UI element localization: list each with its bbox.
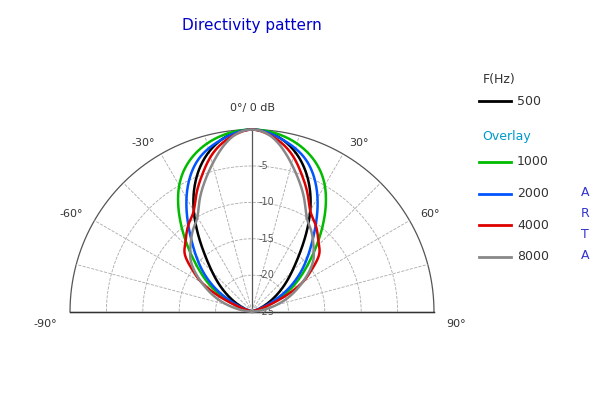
Text: -90°: -90° [34,319,57,329]
Text: 1000: 1000 [517,156,549,168]
Text: -25: -25 [259,306,274,316]
Text: 8000: 8000 [517,250,549,264]
Text: Directivity pattern: Directivity pattern [182,18,322,33]
Text: -5: -5 [259,161,268,171]
Text: 500: 500 [517,95,541,108]
Text: -20: -20 [259,270,274,280]
Text: 30°: 30° [349,138,369,148]
Text: -30°: -30° [131,138,155,148]
Text: -60°: -60° [60,209,83,219]
Text: 2000: 2000 [517,187,549,200]
Text: 4000: 4000 [517,219,549,232]
Text: F(Hz): F(Hz) [482,73,515,86]
Text: A
R
T
A: A R T A [581,186,589,262]
Text: 0°/ 0 dB: 0°/ 0 dB [229,103,275,113]
Text: -10: -10 [259,197,274,207]
Text: -15: -15 [259,234,274,244]
Text: 60°: 60° [421,209,440,219]
Text: Overlay: Overlay [482,130,532,143]
Text: 90°: 90° [447,319,466,329]
